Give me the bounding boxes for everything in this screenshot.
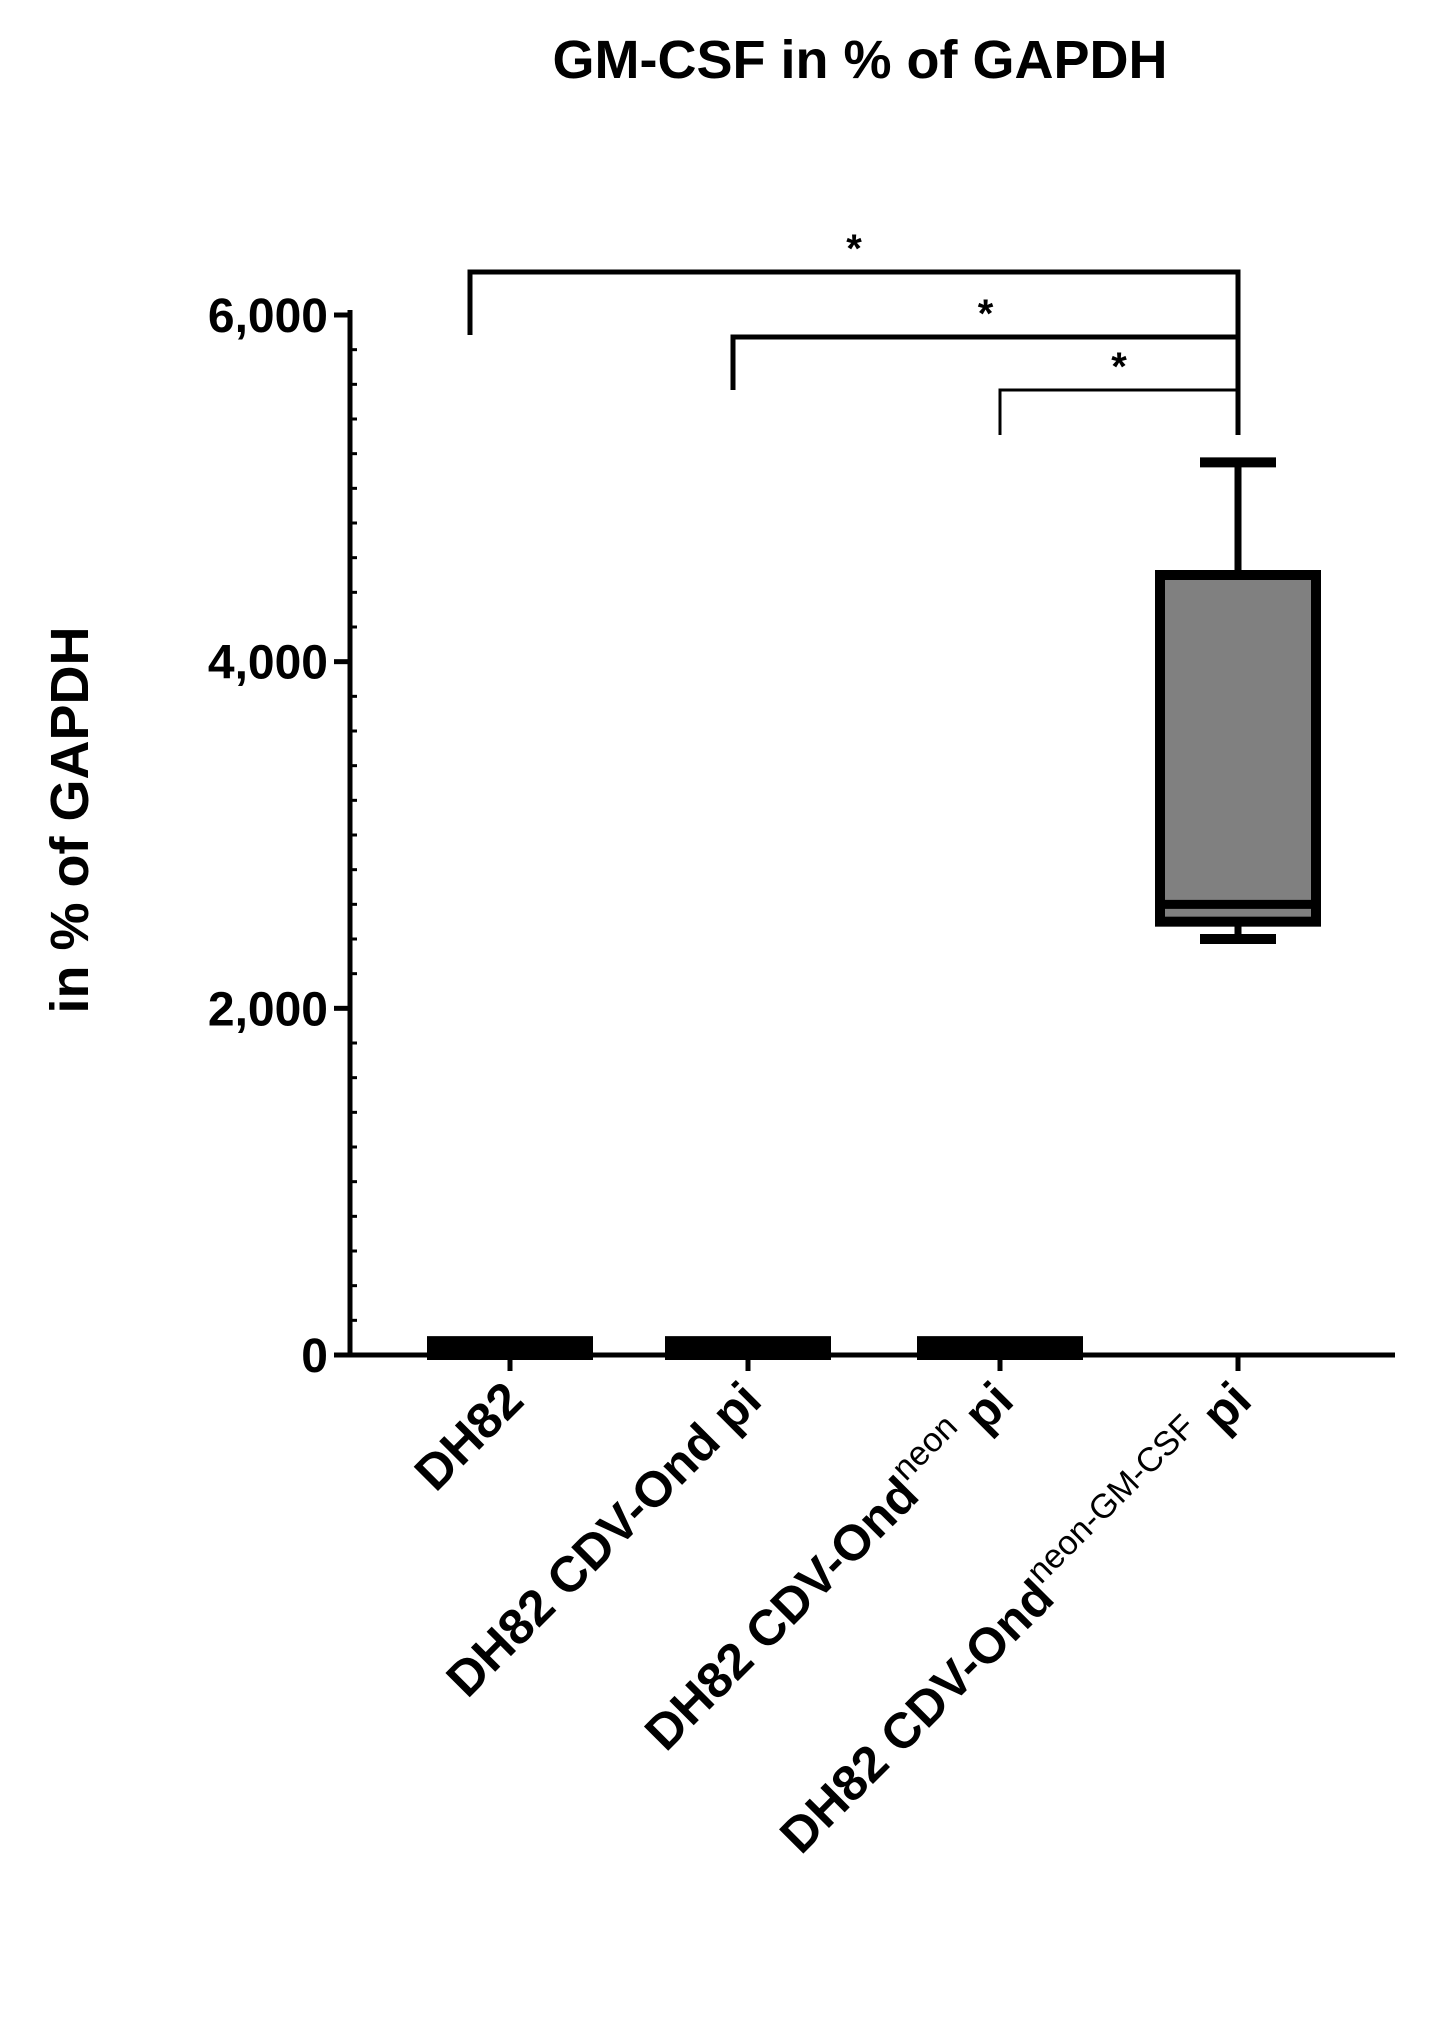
significance-bracket bbox=[730, 334, 1241, 435]
box bbox=[1155, 570, 1321, 927]
significance-label: * bbox=[978, 292, 994, 336]
y-tick-label: 4,000 bbox=[208, 637, 328, 690]
significance-label: * bbox=[1111, 345, 1127, 389]
significance-label: * bbox=[846, 227, 862, 271]
y-axis-label: in % of GAPDH bbox=[40, 627, 100, 1014]
y-tick-label: 6,000 bbox=[208, 290, 328, 343]
chart-title: GM-CSF in % of GAPDH bbox=[553, 30, 1168, 90]
y-tick-label: 2,000 bbox=[208, 983, 328, 1036]
x-tick-label: DH82 CDV-Ondneon-GM-CSF pi bbox=[764, 1366, 1261, 1863]
y-tick-label: 0 bbox=[301, 1330, 328, 1383]
x-tick-label: DH82 bbox=[404, 1371, 534, 1501]
significance-bracket bbox=[998, 388, 1240, 435]
